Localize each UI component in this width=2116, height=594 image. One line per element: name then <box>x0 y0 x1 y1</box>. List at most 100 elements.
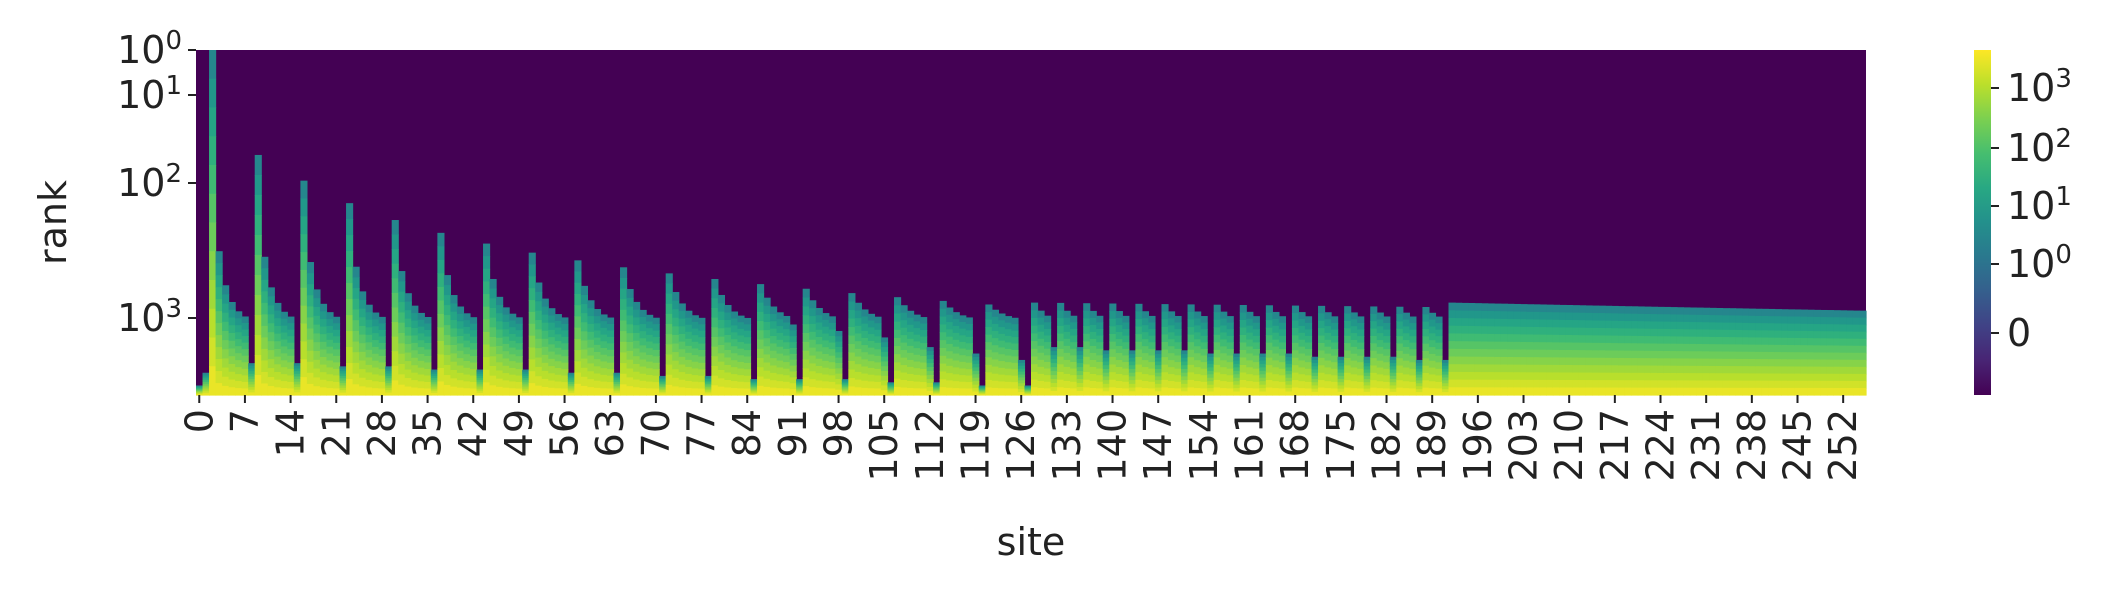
heatmap-cell <box>1468 372 1476 381</box>
heatmap-cell <box>1572 342 1580 351</box>
heatmap-column <box>887 382 895 396</box>
heatmap-cell <box>835 341 843 348</box>
heatmap-cell <box>1709 380 1717 389</box>
heatmap-cell <box>1226 362 1234 370</box>
heatmap-cell <box>1174 362 1182 370</box>
heatmap-cell <box>1135 364 1143 373</box>
heatmap-cell <box>691 355 699 363</box>
heatmap-cell <box>978 386 986 388</box>
heatmap-cell <box>763 313 771 323</box>
heatmap-cell <box>730 346 739 354</box>
heatmap-cell <box>404 361 412 371</box>
heatmap-cell <box>1383 355 1391 363</box>
heatmap-cell <box>659 387 667 390</box>
heatmap-cell <box>1122 375 1130 383</box>
heatmap-column <box>541 298 549 396</box>
heatmap-cell <box>391 351 399 367</box>
heatmap-cell <box>848 293 856 303</box>
heatmap-cell <box>1200 375 1208 383</box>
heatmap-column <box>639 309 647 396</box>
heatmap-cell <box>1637 321 1645 330</box>
heatmap-cell <box>1520 341 1528 351</box>
heatmap-cell <box>1083 318 1091 327</box>
heatmap-cell <box>763 346 771 356</box>
heatmap-cell <box>1774 344 1782 353</box>
heatmap-cell <box>1637 350 1645 359</box>
heatmap-cell <box>796 393 804 396</box>
heatmap-cell <box>352 277 360 289</box>
heatmap-cell <box>1278 375 1287 383</box>
heatmap-cell <box>822 319 830 328</box>
heatmap-cell <box>1207 356 1215 362</box>
heatmap-cell <box>1200 388 1208 396</box>
heatmap-cell <box>691 341 699 350</box>
heatmap-cell <box>593 366 602 375</box>
heatmap-cell <box>1807 331 1815 339</box>
heatmap-cell <box>1435 381 1443 390</box>
heatmap-cell <box>659 382 667 385</box>
heatmap-cell <box>1755 373 1763 382</box>
heatmap-cell <box>1344 387 1352 396</box>
heatmap-cell <box>1670 358 1678 367</box>
heatmap-cell <box>1448 371 1456 381</box>
heatmap-cell <box>606 323 615 332</box>
heatmap-cell <box>1715 329 1724 338</box>
heatmap-cell <box>1702 322 1711 331</box>
heatmap-cell <box>770 380 778 389</box>
heatmap-cell <box>1448 364 1456 373</box>
heatmap-cell <box>646 334 654 343</box>
heatmap-cell <box>815 387 823 396</box>
heatmap-cell <box>965 375 973 383</box>
heatmap-cell <box>1689 373 1697 382</box>
heatmap-cell <box>1350 319 1358 327</box>
heatmap-cell <box>1813 380 1821 389</box>
heatmap-cell <box>1709 358 1717 367</box>
heatmap-cell <box>1089 380 1097 389</box>
colorbar-tick-label: 100 <box>2007 240 2072 286</box>
heatmap-cell <box>1017 389 1026 393</box>
heatmap-column <box>959 315 967 396</box>
heatmap-cell <box>287 368 295 376</box>
heatmap-cell <box>711 327 719 338</box>
heatmap-cell <box>346 219 354 236</box>
heatmap-cell <box>1683 307 1691 316</box>
heatmap-cell <box>1820 309 1828 318</box>
heatmap-cell <box>1729 366 1737 374</box>
heatmap-cell <box>437 327 445 342</box>
heatmap-cell <box>1520 349 1528 358</box>
heatmap-cell <box>1246 388 1254 396</box>
heatmap-cell <box>1683 314 1691 323</box>
heatmap-cell <box>359 369 367 379</box>
heatmap-cell <box>763 378 771 388</box>
heatmap-cell <box>1794 316 1802 325</box>
heatmap-cell <box>528 311 536 325</box>
heatmap-cell <box>998 388 1006 396</box>
heatmap-cell <box>1650 365 1658 374</box>
heatmap-cell <box>783 381 791 390</box>
heatmap-cell <box>920 362 928 370</box>
heatmap-cell <box>1024 393 1032 395</box>
heatmap-cell <box>424 362 432 370</box>
heatmap-cell <box>261 279 269 292</box>
heatmap-cell <box>874 349 882 357</box>
heatmap-cell <box>365 304 373 313</box>
heatmap-cell <box>959 335 967 343</box>
heatmap-cell <box>1748 387 1756 396</box>
heatmap-column <box>835 330 843 396</box>
heatmap-cell <box>678 372 686 381</box>
heatmap-cell <box>1585 350 1593 359</box>
heatmap-cell <box>378 388 386 396</box>
heatmap-cell <box>1148 368 1156 376</box>
heatmap-cell <box>1089 387 1097 396</box>
heatmap-cell <box>424 382 432 390</box>
heatmap-cell <box>1481 303 1489 312</box>
heatmap-cell <box>1520 357 1528 366</box>
heatmap-cell <box>319 319 328 328</box>
heatmap-cell <box>639 380 647 389</box>
heatmap-cell <box>1807 366 1815 375</box>
heatmap-cell <box>267 350 275 360</box>
heatmap-cell <box>496 362 504 372</box>
heatmap-cell <box>724 334 732 344</box>
heatmap-cell <box>802 306 810 316</box>
heatmap-cell <box>593 309 602 317</box>
